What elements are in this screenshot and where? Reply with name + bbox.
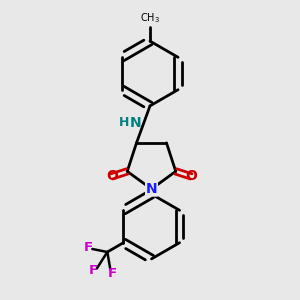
Text: N: N [146, 182, 157, 196]
Text: O: O [106, 169, 118, 183]
Text: F: F [108, 267, 117, 280]
Text: F: F [88, 263, 98, 277]
Text: F: F [84, 241, 93, 254]
Text: N: N [130, 116, 142, 130]
Text: H: H [118, 116, 129, 129]
Text: O: O [185, 169, 197, 183]
Text: CH$_3$: CH$_3$ [140, 12, 160, 26]
